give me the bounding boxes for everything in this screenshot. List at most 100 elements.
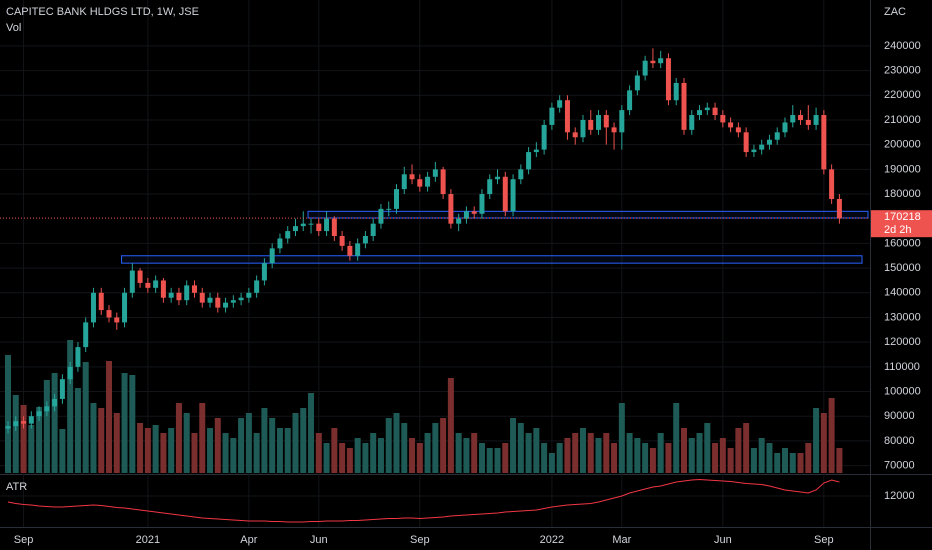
candle-body — [300, 223, 306, 227]
volume-bar — [331, 428, 338, 473]
candle-body — [75, 347, 81, 367]
candle-body — [471, 211, 477, 214]
volume-bar — [269, 418, 276, 473]
candle-body — [246, 292, 252, 298]
volume-bar — [346, 448, 353, 473]
volume-bar — [74, 388, 81, 473]
candle-body — [611, 127, 617, 133]
candle-body — [145, 282, 151, 288]
volume-bar — [401, 423, 408, 473]
candle-body — [526, 152, 532, 170]
volume-bar — [836, 448, 843, 473]
candle-body — [813, 115, 819, 125]
volume-bar — [90, 403, 97, 473]
volume-bar — [315, 433, 322, 473]
volume-bar — [245, 413, 252, 473]
support-zone — [121, 255, 863, 264]
candle-body — [378, 208, 384, 224]
y-tick-label: 200000 — [884, 139, 921, 151]
candle-body — [339, 236, 345, 246]
volume-bar — [393, 413, 400, 473]
atr-tick-label: 12000 — [884, 490, 915, 502]
volume-bar — [510, 418, 517, 473]
candle-body — [67, 366, 73, 380]
volume-bar — [222, 433, 229, 473]
candle-body — [28, 416, 34, 424]
candle-body — [90, 292, 96, 323]
volume-bar — [20, 405, 27, 473]
y-tick-label: 230000 — [884, 65, 921, 77]
volume-bar — [424, 433, 431, 473]
last-price-box — [871, 210, 932, 238]
candle-body — [588, 119, 594, 130]
volume-bar — [292, 413, 299, 473]
volume-bar — [59, 429, 66, 473]
volume-bar — [766, 443, 773, 473]
candle-body — [21, 421, 27, 424]
atr-line — [7, 478, 840, 523]
chart-title: CAPITEC BANK HLDGS LTD, 1W, JSE — [6, 6, 199, 18]
candle-body — [634, 75, 640, 91]
y-tick-label: 190000 — [884, 163, 921, 175]
candle-body — [658, 58, 664, 64]
candle-body — [137, 270, 143, 283]
x-tick-label: Sep — [14, 534, 34, 546]
volume-bar — [455, 433, 462, 473]
candle-body — [308, 223, 314, 225]
candle-body — [184, 285, 190, 301]
volume-bar — [758, 438, 765, 473]
support-zone — [307, 210, 869, 219]
candle-body — [160, 280, 166, 298]
volume-bar — [168, 428, 175, 473]
y-tick-label: 70000 — [884, 460, 915, 472]
candle-body — [191, 285, 197, 293]
volume-bar — [634, 438, 641, 473]
candle-body — [269, 248, 275, 264]
volume-bar — [284, 428, 291, 473]
candle-body — [836, 198, 842, 219]
candle-body — [331, 218, 337, 237]
volume-bar — [517, 423, 524, 473]
volume-bar — [207, 428, 214, 473]
candle-body — [798, 115, 804, 120]
candle-body — [650, 60, 656, 64]
candle-body — [36, 411, 42, 417]
candle-body — [401, 174, 407, 190]
volume-bar — [36, 407, 43, 473]
candle-body — [495, 176, 501, 180]
volume-bar — [789, 453, 796, 473]
volume-bar — [556, 443, 563, 473]
candle-body — [417, 179, 423, 187]
volume-bar — [377, 438, 384, 473]
candle-body — [533, 149, 539, 153]
candle-body — [549, 107, 555, 125]
volume-bar — [409, 438, 416, 473]
volume-bar — [447, 378, 454, 473]
candle-body — [557, 100, 563, 108]
candle-body — [596, 115, 602, 130]
y-tick-label: 130000 — [884, 311, 921, 323]
volume-bar — [160, 433, 167, 473]
volume-bar — [199, 403, 206, 473]
volume-bar — [743, 423, 750, 473]
volume-bar — [782, 448, 788, 473]
volume-bar — [603, 433, 610, 473]
volume-bar — [712, 443, 719, 473]
volume-bar — [362, 443, 369, 473]
candle-body — [44, 406, 50, 412]
countdown-label: 2d 2h — [884, 224, 912, 236]
volume-bar — [323, 443, 330, 473]
x-tick-label: Sep — [410, 534, 430, 546]
candle-body — [479, 194, 485, 214]
x-tick-label: Mar — [612, 534, 631, 546]
candle-body — [697, 110, 703, 116]
volume-bar — [579, 428, 586, 473]
volume-bar — [82, 362, 89, 473]
candle-body — [292, 226, 298, 232]
candle-body — [114, 317, 120, 323]
candle-body — [735, 127, 741, 133]
candle-body — [316, 223, 322, 232]
candle-body — [106, 310, 112, 318]
candle-body — [362, 236, 368, 244]
volume-bar — [175, 403, 182, 473]
